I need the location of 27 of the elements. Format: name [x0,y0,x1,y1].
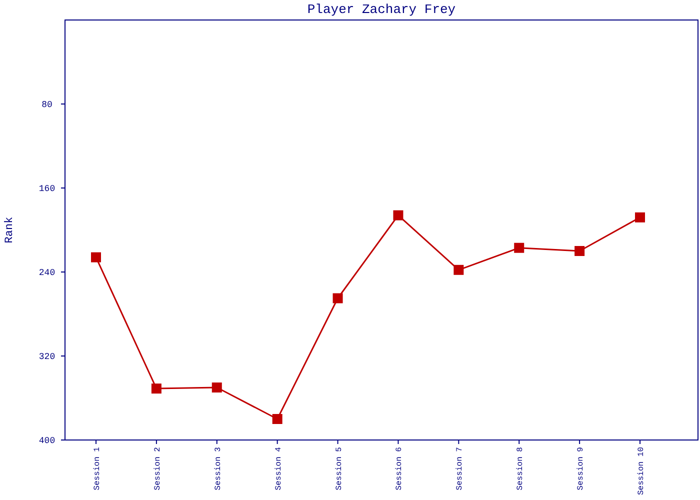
x-tick-label: Session 7 [456,446,465,490]
point [574,246,585,256]
x-tick-label: Session 6 [395,446,404,490]
chart-title: Player Zachary Frey [307,2,456,17]
y-tick-label: 320 [38,352,56,362]
x-tick-label: Session 10 [637,446,646,496]
y-tick-label: 160 [38,184,56,194]
point [514,242,524,253]
x-tick-label: Session 4 [274,446,284,490]
x-tick-label: Session 1 [93,446,102,490]
x-tick-label: Session 8 [516,446,526,490]
point [272,414,282,424]
point [635,212,645,222]
point [393,210,404,220]
point [91,252,101,262]
point [454,264,464,275]
x-tick-label: Session 5 [334,446,344,490]
x-tick-label: Session 3 [214,446,223,490]
x-tick-label: Session 9 [576,446,586,490]
x-tick-label: Session 2 [153,446,162,490]
point [332,293,343,304]
point [151,384,162,394]
y-tick-label: 80 [42,100,52,110]
y-axis-title: Rank [4,216,16,244]
y-tick-label: 400 [38,436,56,446]
y-tick-label: 240 [38,268,56,278]
point [212,382,222,392]
